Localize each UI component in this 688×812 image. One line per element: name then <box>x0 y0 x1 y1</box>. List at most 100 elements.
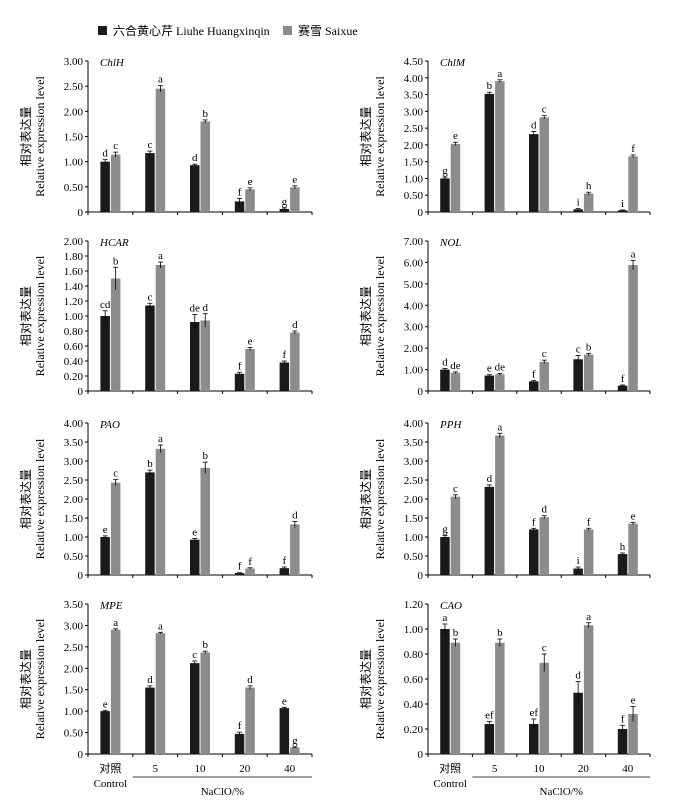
bar-huangxinqin <box>617 554 628 575</box>
significance-label: de <box>495 361 506 373</box>
significance-label: i <box>621 198 624 210</box>
panel-title: ChlH <box>100 57 125 69</box>
significance-label: c <box>192 649 197 661</box>
y-tick-label: 3.00 <box>404 456 424 468</box>
y-tick-label: 1.50 <box>404 513 424 525</box>
y-tick-label: 3.50 <box>64 599 84 611</box>
significance-label: f <box>283 349 287 361</box>
y-tick-label: 3.50 <box>404 90 424 102</box>
y-tick-label: 1.50 <box>64 685 84 697</box>
significance-label: c <box>113 140 118 152</box>
bar-saixue <box>110 482 121 575</box>
x-tick-label: 20 <box>239 763 251 775</box>
y-tick-label: 3.00 <box>64 620 84 632</box>
significance-label: b <box>203 108 209 120</box>
y-tick-label: 1.20 <box>404 599 424 611</box>
x-axis-title: NaClO/% <box>201 786 244 798</box>
significance-label: e <box>282 695 287 707</box>
x-tick-label: 对照 <box>99 761 121 775</box>
panel-chl-m: 0 0.50 1.00 1.50 2.00 2.50 3.00 3.50 4.00 4.50 Chl… <box>359 56 651 219</box>
significance-label: c <box>148 139 153 151</box>
significance-label: b <box>487 80 493 92</box>
significance-label: f <box>238 720 242 732</box>
bar-huangxinqin <box>484 93 495 212</box>
y-tick-label: 0.80 <box>64 326 84 338</box>
bar-huangxinqin <box>484 486 495 575</box>
y-tick-label: 0.20 <box>64 371 84 383</box>
significance-label: a <box>497 68 502 80</box>
y-tick-label: 2.00 <box>404 494 424 506</box>
y-tick-label: 5.00 <box>404 279 424 291</box>
significance-label: d <box>102 148 108 160</box>
panel-title: ChlM <box>440 57 466 69</box>
y-tick-label: 1.00 <box>64 311 84 323</box>
bar-saixue <box>628 265 638 391</box>
x-tick-label-control: Control <box>94 778 128 790</box>
bar-saixue <box>583 625 594 754</box>
x-tick-label: 40 <box>622 763 634 775</box>
bar-saixue <box>200 467 210 575</box>
significance-label: e <box>292 174 297 186</box>
bar-huangxinqin <box>529 724 539 754</box>
panel-title: CAO <box>440 600 462 612</box>
significance-label: d <box>442 357 448 369</box>
legend-label-huangxinqin: 六合黄心芹 Liuhe Huangxinqin <box>113 24 270 38</box>
bar-huangxinqin <box>484 724 495 754</box>
bar-saixue <box>495 81 505 212</box>
y-tick-label: 0 <box>418 386 424 398</box>
significance-label: g <box>282 196 288 208</box>
panel-title: PPH <box>439 419 462 431</box>
panel-title: HCAR <box>99 237 129 249</box>
y-tick-label: 0 <box>418 207 424 219</box>
panel-title: PAO <box>99 419 120 431</box>
y-axis-title-en: Relative expression level <box>33 76 47 197</box>
significance-label: de <box>450 360 461 372</box>
y-tick-label: 1.80 <box>64 251 84 263</box>
y-tick-label: 1.60 <box>64 266 84 278</box>
y-tick-label: 3.00 <box>64 456 84 468</box>
significance-label: d <box>487 473 493 485</box>
y-axis-title-cn: 相对表达量 <box>359 106 373 166</box>
x-tick-label: 20 <box>578 763 590 775</box>
y-tick-label: 3.50 <box>404 437 424 449</box>
y-tick-label: 4.00 <box>404 300 424 312</box>
significance-label: cd <box>100 299 111 311</box>
y-tick-label: 3.00 <box>404 322 424 334</box>
bar-huangxinqin <box>145 687 155 754</box>
bar-saixue <box>200 320 210 391</box>
significance-label: c <box>542 104 547 116</box>
bar-huangxinqin <box>279 568 290 575</box>
bar-huangxinqin <box>100 537 110 575</box>
bar-saixue <box>290 187 300 212</box>
bar-saixue <box>450 372 461 391</box>
significance-label: c <box>453 483 458 495</box>
significance-label: i <box>577 555 580 567</box>
y-axis-title-en: Relative expression level <box>33 255 47 376</box>
significance-label: f <box>532 369 536 381</box>
y-tick-label: 0.40 <box>404 699 424 711</box>
y-tick-label: 0 <box>78 749 84 761</box>
significance-label: f <box>238 186 242 198</box>
y-tick-label: 2.00 <box>64 663 84 675</box>
y-tick-label: 1.00 <box>64 706 84 718</box>
significance-label: g <box>442 165 448 177</box>
x-tick-label-control: Control <box>433 778 467 790</box>
y-tick-label: 0.20 <box>404 724 424 736</box>
y-tick-label: 2.50 <box>404 123 424 135</box>
legend-swatch-huangxinqin <box>98 26 107 35</box>
significance-label: f <box>587 516 591 528</box>
bar-huangxinqin <box>100 711 110 754</box>
y-tick-label: 0.60 <box>64 341 84 353</box>
x-tick-label: 5 <box>492 763 498 775</box>
significance-label: f <box>621 713 625 725</box>
significance-label: a <box>586 611 591 623</box>
y-tick-label: 1.50 <box>64 132 84 144</box>
y-axis-title-cn: 相对表达量 <box>19 106 33 166</box>
significance-label: e <box>103 524 108 536</box>
bar-huangxinqin <box>190 322 200 391</box>
y-tick-label: 2.50 <box>64 475 84 487</box>
significance-label: b <box>147 458 153 470</box>
bar-saixue <box>155 448 166 575</box>
significance-label: f <box>631 143 635 155</box>
bar-saixue <box>110 629 121 754</box>
